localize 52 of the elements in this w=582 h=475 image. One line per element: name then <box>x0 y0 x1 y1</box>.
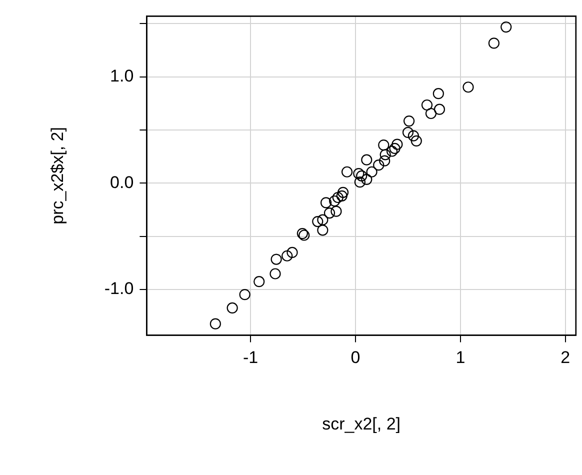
point <box>378 140 390 151</box>
point <box>462 82 474 93</box>
y-axis-title: prc_x2$x[, 2] <box>48 127 67 224</box>
point <box>353 168 364 180</box>
point <box>410 135 422 146</box>
point <box>403 115 415 127</box>
point <box>330 206 342 217</box>
x-axis-title: scr_x2[, 2] <box>322 414 401 434</box>
point <box>317 224 328 236</box>
point <box>226 302 238 314</box>
x-tick-label: 2 <box>560 348 570 368</box>
point <box>320 197 332 208</box>
point <box>210 318 221 330</box>
point <box>317 214 328 226</box>
y-tick-label: -1.0 <box>104 279 134 298</box>
x-tick-label: 1 <box>456 348 466 368</box>
point <box>332 192 344 204</box>
point <box>239 289 250 300</box>
point <box>356 170 368 182</box>
point <box>392 138 403 150</box>
point <box>425 108 437 120</box>
y-tick-label: 0.0 <box>110 172 134 192</box>
point <box>366 166 378 178</box>
point <box>373 160 384 171</box>
x-tick-label: 0 <box>350 348 360 368</box>
y-tick-label: 1.0 <box>110 66 134 86</box>
point <box>488 38 500 49</box>
point <box>270 254 282 265</box>
point <box>328 195 340 207</box>
point <box>286 246 298 258</box>
point <box>434 104 446 115</box>
point <box>337 186 349 198</box>
point <box>500 21 512 33</box>
point <box>432 88 444 100</box>
point <box>402 126 414 138</box>
x-tick-label: -1 <box>243 348 258 368</box>
point <box>270 268 281 280</box>
point <box>386 146 398 157</box>
point <box>421 99 433 111</box>
point <box>408 130 419 142</box>
point <box>282 250 293 262</box>
point <box>341 166 353 178</box>
point <box>361 174 372 185</box>
point <box>354 176 366 188</box>
point <box>254 276 265 288</box>
point <box>389 142 400 154</box>
point <box>380 149 391 160</box>
point <box>312 216 324 228</box>
point <box>361 154 372 166</box>
point <box>336 190 348 202</box>
point <box>379 155 390 166</box>
point <box>324 207 336 219</box>
